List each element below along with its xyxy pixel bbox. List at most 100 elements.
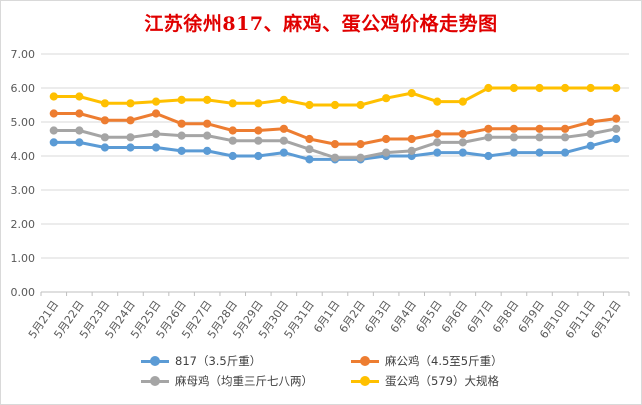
data-point xyxy=(49,92,58,101)
data-point xyxy=(203,119,212,128)
data-point xyxy=(560,133,570,142)
y-tick-label: 0.00 xyxy=(11,286,36,299)
data-point xyxy=(305,134,314,144)
data-point xyxy=(254,99,263,108)
data-point xyxy=(228,136,237,145)
data-point xyxy=(586,117,595,127)
data-point xyxy=(203,131,212,140)
data-point xyxy=(407,146,416,155)
data-point xyxy=(586,83,595,93)
data-point xyxy=(151,143,161,152)
data-point xyxy=(356,100,365,110)
legend-item-dan-gong-ji: 蛋公鸡（579）大规格 xyxy=(351,373,499,389)
legend-label: 蛋公鸡（579）大规格 xyxy=(385,374,499,388)
legend-label: 817（3.5斤重） xyxy=(175,354,262,368)
legend-item-ma-mu-ji: 麻母鸡（均重三斤七八两） xyxy=(141,373,313,389)
data-point xyxy=(126,116,135,125)
data-point xyxy=(279,95,288,105)
data-point xyxy=(458,129,467,138)
data-point xyxy=(535,133,544,142)
data-point xyxy=(49,126,58,135)
data-point xyxy=(228,151,237,161)
legend-swatch xyxy=(141,355,169,367)
y-tick-label: 3.00 xyxy=(11,184,36,197)
data-point xyxy=(458,138,467,147)
legend-item-817: 817（3.5斤重） xyxy=(141,353,261,369)
data-point xyxy=(407,134,416,144)
data-point xyxy=(433,97,442,106)
data-point xyxy=(382,94,391,103)
data-point xyxy=(126,99,135,108)
data-point xyxy=(509,133,519,142)
legend-swatch xyxy=(351,375,379,387)
data-point xyxy=(254,126,263,135)
data-point xyxy=(330,140,340,149)
data-point xyxy=(433,129,442,138)
data-point xyxy=(484,124,493,133)
data-point xyxy=(49,138,58,147)
data-point xyxy=(203,95,212,105)
data-point xyxy=(382,148,391,157)
data-point xyxy=(586,129,595,138)
data-point xyxy=(177,119,186,128)
y-tick-label: 4.00 xyxy=(11,150,36,163)
data-point xyxy=(484,133,493,142)
data-point xyxy=(535,83,544,93)
data-point xyxy=(356,153,365,162)
legend-item-ma-gong-ji: 麻公鸡（4.5至5斤重） xyxy=(351,353,503,369)
data-point xyxy=(279,148,288,157)
data-point xyxy=(560,148,570,157)
data-point xyxy=(356,140,365,149)
data-point xyxy=(254,136,263,145)
y-tick-label: 5.00 xyxy=(11,116,36,129)
data-point xyxy=(75,138,84,147)
data-point xyxy=(407,89,416,98)
data-point xyxy=(203,146,212,155)
legend-swatch xyxy=(351,355,379,367)
data-point xyxy=(509,124,519,133)
legend-swatch xyxy=(141,375,169,387)
data-point xyxy=(612,134,621,144)
data-point xyxy=(560,124,570,133)
data-point xyxy=(151,109,161,118)
data-point xyxy=(586,141,595,150)
legend-label: 麻母鸡（均重三斤七八两） xyxy=(175,374,313,388)
data-point xyxy=(433,148,442,157)
data-point xyxy=(535,124,544,133)
data-point xyxy=(330,153,340,162)
data-point xyxy=(305,155,314,164)
legend-label: 麻公鸡（4.5至5斤重） xyxy=(385,354,503,368)
data-point xyxy=(433,138,442,147)
data-point xyxy=(75,126,84,135)
data-point xyxy=(75,109,84,118)
data-point xyxy=(484,83,493,93)
y-tick-label: 1.00 xyxy=(11,252,36,265)
data-point xyxy=(100,143,110,152)
data-point xyxy=(177,95,186,105)
data-point xyxy=(100,116,110,125)
data-point xyxy=(151,129,161,138)
y-tick-label: 7.00 xyxy=(11,48,36,61)
data-point xyxy=(509,83,519,93)
data-point xyxy=(151,97,161,106)
data-point xyxy=(612,83,621,93)
data-point xyxy=(458,97,467,106)
data-point xyxy=(509,148,519,157)
data-point xyxy=(177,131,186,140)
data-point xyxy=(305,100,314,110)
data-point xyxy=(612,124,621,133)
data-point xyxy=(100,133,110,142)
data-point xyxy=(126,133,135,142)
data-point xyxy=(612,114,621,123)
data-point xyxy=(535,148,544,157)
y-tick-label: 2.00 xyxy=(11,218,36,231)
y-tick-label: 6.00 xyxy=(11,82,36,95)
data-point xyxy=(382,134,391,144)
data-point xyxy=(279,124,288,133)
data-point xyxy=(49,109,58,118)
data-point xyxy=(100,99,110,108)
series-line-1 xyxy=(52,112,618,146)
data-point xyxy=(254,151,263,161)
